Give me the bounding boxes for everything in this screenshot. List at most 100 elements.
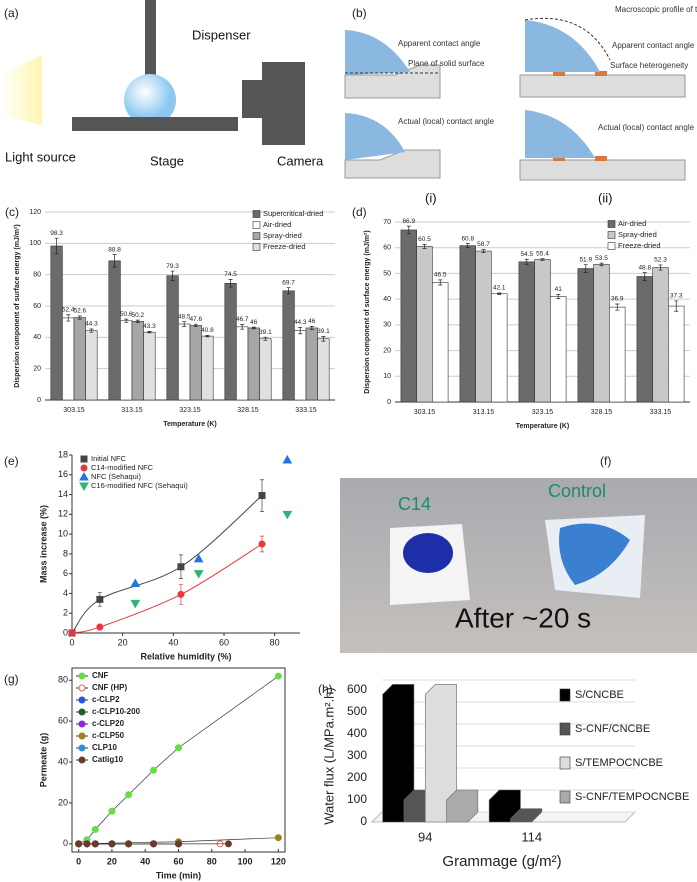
x-tick-label: 328.15 — [591, 409, 613, 416]
data-label: 39.1 — [259, 329, 272, 336]
bar — [416, 246, 433, 403]
label: Dispenser — [192, 27, 251, 42]
error-bar — [135, 319, 140, 323]
marker — [177, 563, 185, 571]
data-label: 44.3 — [294, 319, 307, 326]
error-bar — [438, 279, 443, 286]
panel-label: (a) — [4, 6, 19, 20]
bar — [236, 326, 249, 401]
label: Light source — [5, 149, 76, 164]
y-tick-label: 50 — [383, 270, 391, 277]
data-label: 60.5 — [418, 236, 431, 243]
marker — [193, 553, 204, 563]
legend-marker — [78, 744, 86, 752]
legend-label: Initial NFC — [91, 454, 127, 463]
y-tick-label: 70 — [383, 219, 391, 226]
legend-marker — [79, 482, 89, 492]
label: Surface heterogeneity — [610, 61, 688, 70]
y-tick-label: 10 — [58, 528, 68, 538]
y-tick-label: 20 — [33, 366, 41, 373]
marker — [150, 766, 158, 774]
y-tick-label: 100 — [347, 792, 367, 806]
data-label: 46 — [308, 318, 316, 325]
y-axis-title: Mass increase (%) — [38, 505, 48, 583]
bar — [668, 305, 685, 403]
y-tick-label: 6 — [63, 568, 68, 578]
bar — [73, 317, 86, 401]
x-tick-label: 333.15 — [650, 409, 672, 416]
legend-label: S-CNF/CNCBE — [575, 723, 650, 735]
error-bar — [642, 272, 647, 281]
data-label: 58.7 — [477, 241, 490, 248]
legend-marker — [78, 732, 86, 740]
marker — [130, 599, 141, 609]
panel-label: (e) — [4, 454, 19, 468]
error-bar — [422, 244, 427, 249]
legend-swatch — [252, 210, 261, 218]
y-tick-label: 20 — [58, 797, 68, 807]
error-bar — [182, 321, 187, 327]
bar — [510, 808, 543, 823]
error-bar — [615, 303, 620, 311]
x-tick-label: 60 — [173, 856, 183, 866]
x-axis-title: Time (min) — [156, 870, 201, 880]
legend-label: Catlig10 — [92, 755, 124, 764]
error-bar — [309, 326, 314, 330]
error-bar — [240, 324, 245, 330]
y-tick-label: 600 — [347, 682, 367, 696]
data-label: 36.9 — [611, 296, 624, 303]
data-label: 47.6 — [189, 316, 202, 323]
bar — [50, 245, 63, 401]
marker — [175, 744, 182, 752]
error-bar — [124, 318, 129, 323]
bar — [143, 331, 156, 401]
bar — [120, 320, 133, 401]
legend-label: Spray-dried — [618, 230, 657, 239]
x-tick-label: 114 — [521, 829, 542, 844]
marker — [108, 840, 116, 848]
error-bar — [481, 249, 486, 253]
marker — [274, 672, 282, 680]
marker — [282, 510, 293, 520]
error-bar — [556, 294, 561, 299]
data-label: 55.4 — [536, 250, 549, 257]
label: C14 — [398, 494, 431, 514]
y-axis-title: Dispersion component of surface energy (… — [364, 230, 371, 393]
legend-swatch — [607, 242, 616, 250]
bar — [85, 330, 98, 401]
data-label: 48.8 — [638, 264, 651, 271]
y-tick-label: 20 — [383, 347, 391, 354]
legend-swatch — [607, 231, 616, 239]
error-bar — [66, 314, 71, 322]
data-label: 46 — [250, 319, 258, 326]
bar — [636, 276, 653, 403]
legend-label: Air-dried — [618, 219, 646, 228]
x-tick-label: 120 — [271, 856, 286, 866]
y-tick-label: 2 — [63, 608, 68, 618]
legend-label: Air-dried — [263, 220, 291, 229]
dispenser — [145, 0, 156, 75]
x-tick-label: 323.15 — [532, 409, 554, 416]
legend-marker — [78, 684, 86, 692]
label: Apparent contact angle — [398, 39, 481, 48]
legend-label: C14-modified NFC — [91, 463, 154, 472]
y-axis-title: Dispersion component of surface energy (… — [14, 224, 21, 387]
legend-swatch — [252, 243, 261, 251]
bar — [166, 275, 179, 401]
data-label: 39.1 — [317, 328, 330, 335]
data-label: 42.1 — [493, 285, 506, 292]
bar — [317, 338, 330, 401]
data-label: 50.6 — [120, 311, 133, 318]
y-tick-label: 60 — [383, 245, 391, 252]
legend-label: Spray-dried — [263, 231, 302, 240]
y-tick-label: 0 — [387, 399, 391, 406]
panel-label: (d) — [352, 205, 367, 219]
y-axis-title: Water flux (L/MPa.m².h) — [321, 687, 336, 824]
x-tick-label: 0 — [76, 856, 81, 866]
marker — [96, 623, 104, 631]
legend-swatch — [559, 688, 571, 702]
marker — [68, 629, 76, 637]
bar — [400, 229, 417, 403]
y-tick-label: 100 — [29, 240, 41, 247]
